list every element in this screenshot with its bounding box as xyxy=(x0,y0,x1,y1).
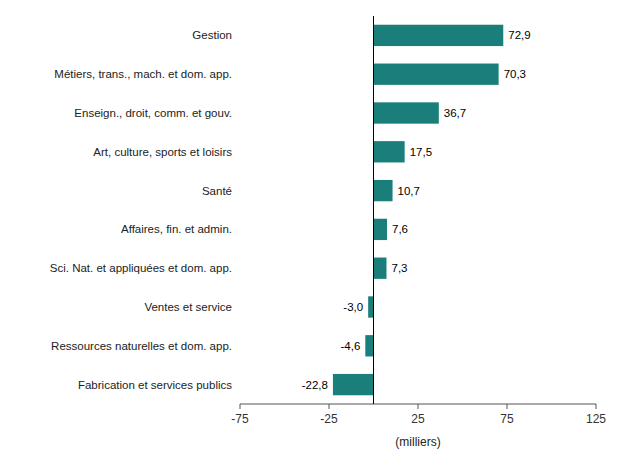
value-axis: -75 -25 25 75 125 xyxy=(231,404,606,426)
category-label: Sci. Nat. et appliquées et dom. app. xyxy=(50,262,232,274)
tick-label: 25 xyxy=(411,412,425,426)
data-label: 10,7 xyxy=(398,185,420,197)
category-label: Enseign., droit, comm. et gouv. xyxy=(74,107,232,119)
tick-label: 125 xyxy=(586,412,606,426)
bar xyxy=(333,374,374,395)
category-label: Ressources naturelles et dom. app. xyxy=(51,340,232,352)
bar xyxy=(374,219,388,240)
data-label: 17,5 xyxy=(410,146,432,158)
axis-line xyxy=(240,404,596,405)
bars xyxy=(333,25,503,396)
data-label: 7,3 xyxy=(391,262,407,274)
chart: -75 -25 25 75 125 (milliers) Fabrication et se… xyxy=(0,0,624,466)
bar xyxy=(374,102,439,123)
zero-line xyxy=(373,16,374,404)
category-label: Santé xyxy=(202,185,232,197)
data-label: -4,6 xyxy=(340,340,360,352)
bar xyxy=(365,335,373,356)
tick xyxy=(329,404,330,409)
page: {"chart_data": {"type": "bar", "orientat… xyxy=(0,0,624,466)
axis-label: (milliers) xyxy=(395,435,440,449)
tick xyxy=(240,404,241,409)
data-label: 7,6 xyxy=(392,223,408,235)
bar xyxy=(374,25,504,46)
category-label: Art, culture, sports et loisirs xyxy=(93,146,232,158)
tick-label: -25 xyxy=(320,412,338,426)
category-label: Affaires, fin. et admin. xyxy=(121,223,232,235)
category-label: Métiers, trans., mach. et dom. app. xyxy=(54,68,232,80)
data-label: -22,8 xyxy=(302,379,328,391)
category-label: Gestion xyxy=(192,29,232,41)
category-label: Fabrication et services publics xyxy=(78,379,232,391)
bar xyxy=(374,141,405,162)
bar xyxy=(374,64,499,85)
data-label: 72,9 xyxy=(508,29,530,41)
bar xyxy=(368,296,373,317)
category-label: Ventes et service xyxy=(144,301,232,313)
data-label: 36,7 xyxy=(444,107,466,119)
tick xyxy=(507,404,508,409)
category-axis: Fabrication et services publics Ressource… xyxy=(50,29,232,390)
bar xyxy=(374,258,387,279)
tick-label: 75 xyxy=(500,412,514,426)
tick xyxy=(596,404,597,409)
tick-label: -75 xyxy=(231,412,249,426)
tick xyxy=(418,404,419,409)
data-label: 70,3 xyxy=(504,68,526,80)
data-labels: -22,8 -4,6 -3,0 7,3 7,6 10,7 17,5 36,7 70,3 72,9 xyxy=(302,29,531,390)
bar xyxy=(374,180,393,201)
chart-container: -75 -25 25 75 125 (milliers) Fabrication et se… xyxy=(0,0,624,466)
data-label: -3,0 xyxy=(343,301,363,313)
